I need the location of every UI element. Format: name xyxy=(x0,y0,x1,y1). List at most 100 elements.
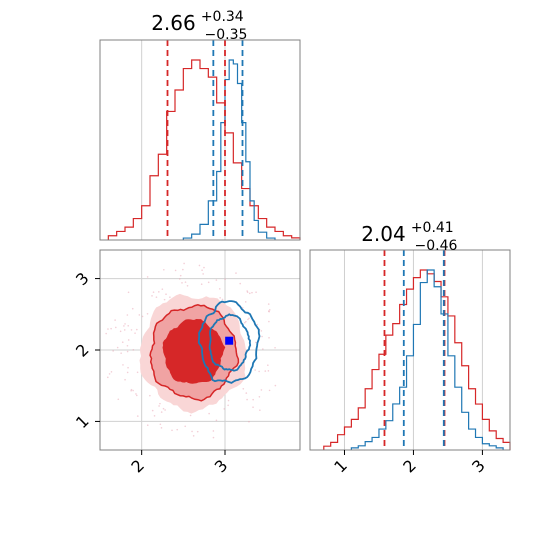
scatter-point xyxy=(183,262,185,265)
scatter-point xyxy=(112,350,114,352)
scatter-point xyxy=(255,341,257,344)
scatter-point xyxy=(107,328,109,330)
scatter-point xyxy=(119,330,122,333)
scatter-point xyxy=(247,318,249,321)
scatter-point xyxy=(160,411,163,413)
scatter-point xyxy=(262,348,264,350)
scatter-point xyxy=(241,306,244,309)
scatter-point xyxy=(155,296,158,298)
scatter-point xyxy=(200,283,203,285)
scatter-point xyxy=(158,405,160,407)
marginal-y-tick-label: 3 xyxy=(468,456,489,477)
scatter-point xyxy=(146,276,149,278)
marginal-y-title: 2.04 +0.41 −0.46 xyxy=(361,217,459,254)
scatter-point xyxy=(171,429,173,432)
scatter-point xyxy=(178,278,181,280)
scatter-point xyxy=(212,436,215,439)
marginal-y-title-lower: −0.46 xyxy=(415,238,458,254)
scatter-point xyxy=(260,330,263,332)
marginal-y-background xyxy=(310,250,510,450)
best-fit-marker xyxy=(225,336,234,345)
blue-contour-level-0 xyxy=(197,300,261,384)
scatter-point xyxy=(186,284,189,287)
scatter-point xyxy=(179,274,182,277)
marginal-y-tick-label: 1 xyxy=(330,456,351,477)
scatter-point xyxy=(267,303,270,305)
scatter-point xyxy=(192,435,195,437)
scatter-point xyxy=(160,427,163,429)
scatter-point xyxy=(127,339,130,341)
scatter-point xyxy=(136,415,139,417)
scatter-point xyxy=(110,371,113,373)
histogram-series-1 xyxy=(350,269,504,450)
scatter-point xyxy=(243,321,246,324)
scatter-point xyxy=(246,398,248,401)
marginal-histogram-x: 2.66 +0.34 −0.35 xyxy=(99,9,301,241)
scatter-point xyxy=(219,296,221,299)
scatter-point xyxy=(215,419,218,422)
marginal-y-title-upper: +0.41 xyxy=(411,220,454,236)
scatter-point xyxy=(274,346,276,349)
scatter-point xyxy=(163,268,165,271)
scatter-point xyxy=(135,393,137,395)
scatter-point xyxy=(114,326,117,329)
scatter-point xyxy=(105,332,107,335)
scatter-point xyxy=(122,364,124,366)
scatter-point xyxy=(264,370,267,372)
scatter-point xyxy=(201,269,203,272)
scatter-point xyxy=(212,430,215,432)
scatter-point xyxy=(131,307,134,310)
marginal-y-frame xyxy=(309,249,511,451)
scatter-point xyxy=(136,371,139,374)
scatter-point xyxy=(246,291,249,293)
histogram-series-1 xyxy=(182,59,276,240)
scatter-point xyxy=(258,395,261,398)
scatter-point xyxy=(108,373,111,375)
scatter-point xyxy=(245,320,247,323)
scatter-point xyxy=(252,398,254,401)
scatter-point xyxy=(176,428,179,431)
scatter-point xyxy=(124,323,126,325)
scatter-point xyxy=(218,288,221,290)
scatter-point xyxy=(120,352,122,354)
joint-contour-panel: 2 3 1 2 3 xyxy=(72,249,301,477)
scatter-point xyxy=(132,389,134,392)
scatter-point xyxy=(198,264,201,267)
scatter-point xyxy=(135,328,138,331)
scatter-point xyxy=(146,424,149,427)
scatter-point xyxy=(239,282,242,285)
scatter-point xyxy=(208,412,210,415)
scatter-point xyxy=(244,301,247,303)
scatter-point xyxy=(227,404,229,407)
marginal-x-title-lower: −0.35 xyxy=(205,27,248,43)
scatter-point xyxy=(242,388,245,390)
red-contour-level-2 xyxy=(162,319,226,384)
scatter-point xyxy=(116,346,119,349)
scatter-point xyxy=(127,291,130,294)
scatter-point xyxy=(268,320,270,323)
scatter-point xyxy=(138,314,141,316)
marginal-x-title-value: 2.66 xyxy=(151,11,196,35)
scatter-point xyxy=(268,336,270,339)
scatter-point xyxy=(141,315,144,318)
scatter-point xyxy=(184,281,187,283)
marginal-x-background xyxy=(100,40,300,240)
scatter-point xyxy=(130,389,132,392)
scatter-point xyxy=(202,273,204,275)
joint-x-tick-label: 2 xyxy=(127,456,148,477)
scatter-point xyxy=(207,281,210,284)
scatter-point xyxy=(162,407,165,410)
scatter-point xyxy=(134,332,136,334)
scatter-point xyxy=(117,398,120,401)
scatter-point xyxy=(215,279,218,281)
joint-contours xyxy=(105,262,277,439)
scatter-point xyxy=(146,312,149,315)
scatter-point xyxy=(248,317,250,320)
scatter-point xyxy=(268,389,271,392)
scatter-point xyxy=(149,394,151,397)
scatter-point xyxy=(159,402,161,405)
joint-y-tick-label: 2 xyxy=(72,340,93,361)
scatter-point xyxy=(248,292,251,295)
marginal-y-series xyxy=(323,269,511,450)
scatter-point xyxy=(223,408,226,410)
